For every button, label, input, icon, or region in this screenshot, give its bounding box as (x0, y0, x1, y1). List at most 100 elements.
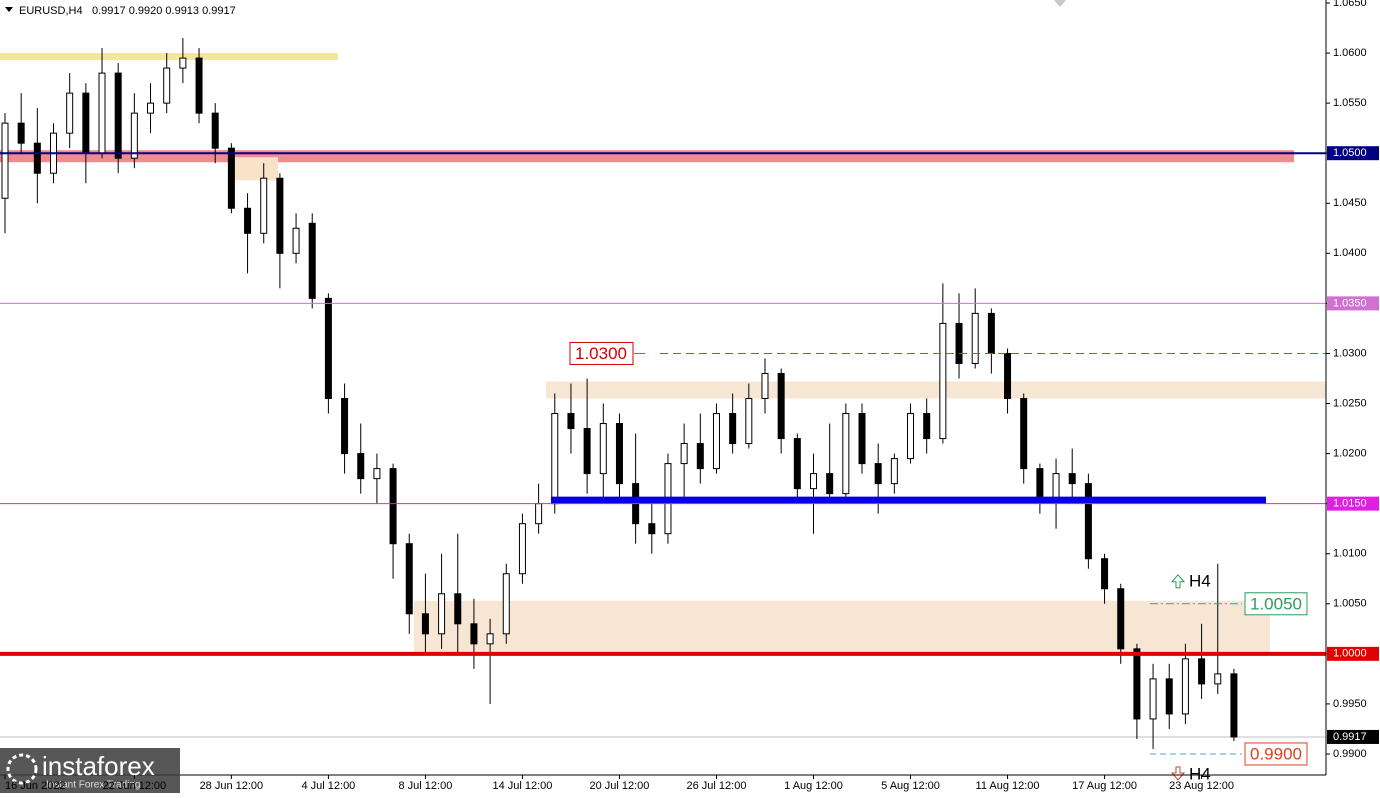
level-price-box (1327, 296, 1379, 311)
candle-body (324, 297, 332, 400)
candle-body (680, 443, 688, 465)
candle-body (1020, 398, 1028, 470)
target-box (1244, 592, 1308, 616)
candle-body (389, 468, 397, 545)
x-tick-label: 23 Aug 12:00 (1169, 780, 1234, 792)
candle-body (793, 438, 801, 490)
target-tag: H4 (1189, 764, 1211, 783)
candle-body (923, 413, 931, 440)
x-tick-label: 22 Jun 12:00 (103, 780, 167, 792)
candle-body (438, 593, 446, 635)
target-box (1244, 742, 1308, 766)
x-tick-label: 14 Jul 12:00 (492, 780, 552, 792)
candle-body (761, 372, 769, 400)
candle-body (712, 413, 720, 470)
candle-body (98, 72, 106, 154)
x-tick-label: 5 Aug 12:00 (881, 780, 940, 792)
chart-title: EURUSD,H4 (19, 5, 83, 17)
candle-body (308, 222, 316, 299)
candle-body (826, 473, 834, 495)
candle-body (583, 428, 591, 475)
target-label: 1.0050 (1250, 594, 1302, 613)
y-tick-label: 0.9950 (1333, 698, 1367, 710)
candle-body (535, 503, 543, 525)
level-price-box (1327, 646, 1379, 661)
y-tick-label: 1.0650 (1333, 0, 1367, 9)
target-label: 0.9900 (1250, 744, 1302, 763)
candle-body (696, 443, 704, 470)
x-tick-label: 28 Jun 12:00 (200, 780, 264, 792)
y-tick-label: 1.0250 (1333, 397, 1367, 409)
candle-body (227, 147, 235, 209)
zone (0, 150, 1294, 163)
level-price-label: 1.0350 (1333, 297, 1367, 309)
candle-body (777, 372, 785, 440)
x-tick-label: 4 Jul 12:00 (301, 780, 355, 792)
y-tick-label: 1.0600 (1333, 47, 1367, 59)
ohlc-info: 0.9917 0.9920 0.9913 0.9917 (92, 5, 236, 17)
candle-body (179, 57, 187, 69)
y-tick-label: 1.0300 (1333, 347, 1367, 359)
candle-body (260, 177, 268, 234)
y-tick-label: 1.0100 (1333, 548, 1367, 560)
x-tick-label: 17 Aug 12:00 (1072, 780, 1137, 792)
candle-body (211, 112, 219, 149)
zone (546, 381, 1326, 399)
menu-arrow (5, 7, 13, 12)
candle-body (1133, 648, 1141, 720)
candle-body (1214, 673, 1222, 685)
candle-body (82, 92, 90, 154)
level-price-box (1327, 496, 1379, 511)
logo: instaforex Instant Forex Trading (0, 748, 180, 793)
target-arrow (1170, 574, 1186, 589)
candle-body (292, 227, 300, 254)
y-tick-label: 1.0450 (1333, 197, 1367, 209)
logo-slogan: Instant Forex Trading (46, 780, 141, 791)
candle-body (955, 322, 963, 364)
x-tick-label: 8 Jul 12:00 (399, 780, 453, 792)
x-tick-label: 1 Aug 12:00 (784, 780, 843, 792)
candle-body (421, 613, 429, 635)
candle-body (842, 413, 850, 495)
candle-body (1149, 678, 1157, 720)
zone (0, 53, 338, 61)
y-tick-label: 0.9900 (1333, 748, 1367, 760)
candle-body (551, 413, 559, 505)
target-tag: H4 (1189, 571, 1211, 590)
candle-body (518, 523, 526, 575)
candle-body (567, 413, 575, 430)
candle-body (130, 112, 138, 159)
level-price-label: 1.0150 (1333, 498, 1367, 510)
target-arrow (1170, 766, 1186, 781)
x-tick-label: 11 Aug 12:00 (976, 780, 1040, 792)
candle-body (33, 142, 41, 174)
candle-body (17, 122, 25, 144)
candle-body (615, 423, 623, 485)
candle-body (470, 623, 478, 645)
candle-body (1068, 473, 1076, 485)
candle-body (1101, 558, 1109, 590)
resistance-box (569, 341, 634, 365)
candle-body (502, 573, 510, 635)
candle-body (599, 423, 607, 475)
candle-body (147, 102, 155, 114)
candle-body (1181, 658, 1189, 715)
candle-body (810, 473, 817, 490)
logo-box (0, 748, 180, 793)
candle-body (405, 543, 413, 615)
candle-body (648, 523, 656, 535)
candle-body (745, 398, 753, 445)
candle-body (114, 72, 122, 159)
candle-body (1084, 483, 1092, 560)
current-price-box (1327, 729, 1379, 744)
level-price-label: 1.0000 (1333, 648, 1367, 660)
zone (414, 600, 1270, 654)
candle-body (66, 92, 74, 134)
candle-body (1004, 352, 1012, 400)
candle-body (858, 413, 866, 465)
level-price-label: 1.0500 (1333, 147, 1367, 159)
candle-body (244, 207, 252, 234)
candle-body (486, 633, 494, 645)
candle-body (1, 122, 9, 199)
